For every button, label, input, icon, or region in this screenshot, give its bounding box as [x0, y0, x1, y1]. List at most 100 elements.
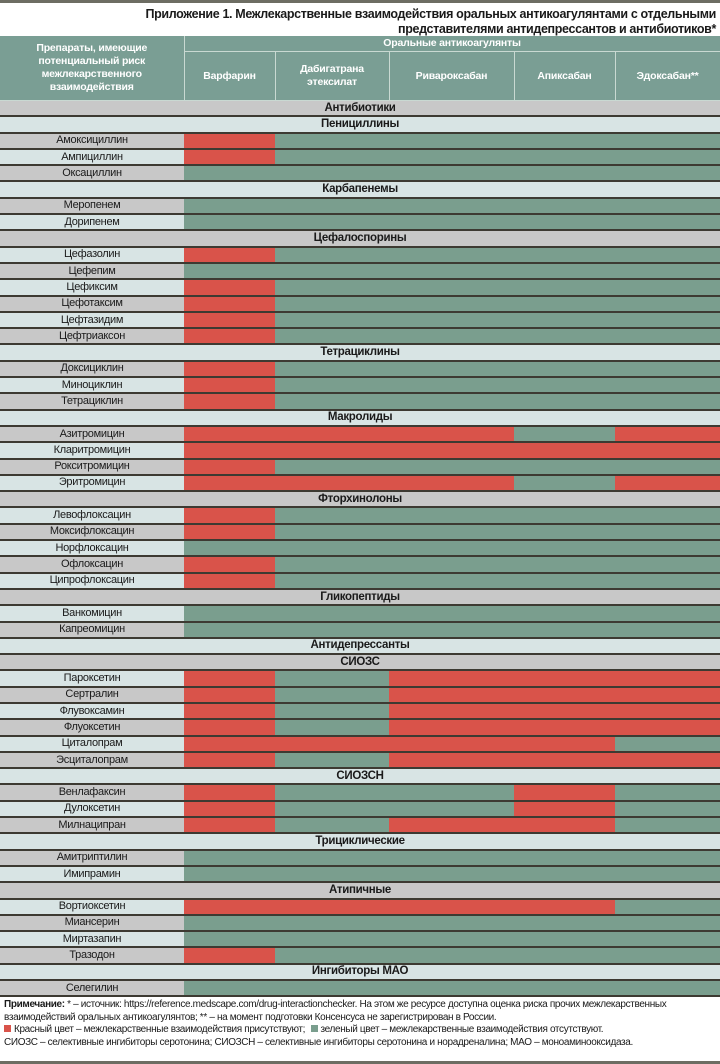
interaction-cell-apixaban	[514, 605, 615, 623]
interaction-cell-rivaroxaban	[389, 621, 514, 639]
table-row: Пароксетин	[0, 670, 720, 688]
table-row: Цефотаксим	[0, 295, 720, 313]
interaction-cell-dabigatran	[275, 931, 389, 949]
interaction-cell-rivaroxaban	[389, 735, 514, 753]
interaction-cell-dabigatran	[275, 670, 389, 688]
drug-name: Амитриптилин	[0, 849, 184, 867]
interaction-cell-rivaroxaban	[389, 817, 514, 835]
interaction-cell-dabigatran	[275, 214, 389, 232]
interaction-cell-apixaban	[514, 670, 615, 688]
interaction-cell-rivaroxaban	[389, 474, 514, 493]
interaction-cell-warfarin	[184, 523, 275, 542]
interaction-cell-rivaroxaban	[389, 425, 514, 444]
section-row: СИОЗСН	[0, 768, 720, 786]
section-row: СИОЗС	[0, 654, 720, 672]
interaction-cell-edoxaban	[615, 800, 720, 819]
interaction-cell-apixaban	[514, 214, 615, 232]
interaction-cell-edoxaban	[615, 311, 720, 330]
table-row: Милнаципран	[0, 817, 720, 835]
drug-name: Тразодон	[0, 947, 184, 965]
interaction-cell-apixaban	[514, 980, 615, 998]
drug-name: Ципрофлоксацин	[0, 572, 184, 590]
group-header: Оральные антикоагулянты	[184, 36, 720, 52]
interaction-cell-edoxaban	[615, 148, 720, 167]
interaction-cell-dabigatran	[275, 702, 389, 721]
interaction-cell-warfarin	[184, 507, 275, 525]
drug-name: Пароксетин	[0, 670, 184, 688]
table-row: Дулоксетин	[0, 800, 720, 819]
interaction-cell-dabigatran	[275, 817, 389, 835]
interaction-cell-apixaban	[514, 702, 615, 721]
interaction-cell-edoxaban	[615, 572, 720, 590]
drug-name: Дорипенем	[0, 214, 184, 232]
interaction-cell-apixaban	[514, 165, 615, 183]
interaction-cell-edoxaban	[615, 523, 720, 542]
interaction-cell-rivaroxaban	[389, 458, 514, 476]
interaction-cell-rivaroxaban	[389, 311, 514, 330]
section-row: Гликопептиды	[0, 588, 720, 607]
table-row: Цефепим	[0, 262, 720, 281]
section-title: Трициклические	[0, 833, 720, 851]
interaction-cell-apixaban	[514, 931, 615, 949]
interaction-cell-dabigatran	[275, 442, 389, 460]
interaction-cell-rivaroxaban	[389, 295, 514, 313]
table-row: Моксифлоксацин	[0, 523, 720, 542]
section-row: Трициклические	[0, 833, 720, 851]
table-row: Флуоксетин	[0, 719, 720, 737]
interaction-cell-warfarin	[184, 540, 275, 558]
interaction-cell-edoxaban	[615, 262, 720, 281]
interaction-cell-warfarin	[184, 393, 275, 411]
interaction-cell-rivaroxaban	[389, 442, 514, 460]
interaction-cell-rivaroxaban	[389, 540, 514, 558]
interaction-cell-warfarin	[184, 262, 275, 281]
interaction-cell-dabigatran	[275, 246, 389, 264]
interaction-cell-edoxaban	[615, 425, 720, 444]
interaction-cell-apixaban	[514, 295, 615, 313]
interaction-cell-warfarin	[184, 947, 275, 965]
drug-name: Имипрамин	[0, 865, 184, 884]
section-title: Гликопептиды	[0, 588, 720, 607]
interaction-cell-rivaroxaban	[389, 800, 514, 819]
drug-name: Дулоксетин	[0, 800, 184, 819]
interaction-cell-apixaban	[514, 132, 615, 150]
green-swatch-icon	[310, 1025, 318, 1033]
interaction-cell-rivaroxaban	[389, 523, 514, 542]
notes-text: * – источник: https://reference.medscape…	[4, 999, 667, 1023]
section-row: Карбапенемы	[0, 181, 720, 199]
interaction-cell-warfarin	[184, 360, 275, 379]
interaction-cell-rivaroxaban	[389, 393, 514, 411]
interaction-cell-apixaban	[514, 148, 615, 167]
interaction-cell-warfarin	[184, 328, 275, 346]
interaction-cell-rivaroxaban	[389, 377, 514, 395]
drug-name: Миноциклин	[0, 377, 184, 395]
interaction-cell-dabigatran	[275, 507, 389, 525]
interaction-cell-apixaban	[514, 800, 615, 819]
section-title: Макролиды	[0, 409, 720, 427]
interaction-cell-warfarin	[184, 246, 275, 264]
drug-name: Цефтриаксон	[0, 328, 184, 346]
drug-name: Доксициклин	[0, 360, 184, 379]
interaction-cell-dabigatran	[275, 458, 389, 476]
interaction-cell-warfarin	[184, 148, 275, 167]
interaction-cell-dabigatran	[275, 751, 389, 770]
interaction-cell-dabigatran	[275, 735, 389, 753]
drug-name: Цефепим	[0, 262, 184, 281]
interaction-cell-edoxaban	[615, 621, 720, 639]
interaction-cell-apixaban	[514, 784, 615, 802]
table-row: Ципрофлоксацин	[0, 572, 720, 590]
interaction-cell-apixaban	[514, 914, 615, 933]
drug-name: Азитромицин	[0, 425, 184, 444]
table-row: Ампициллин	[0, 148, 720, 167]
table-row: Оксациллин	[0, 165, 720, 183]
interaction-cell-rivaroxaban	[389, 914, 514, 933]
interaction-cell-warfarin	[184, 165, 275, 183]
table-row: Амитриптилин	[0, 849, 720, 867]
section-title: СИОЗСН	[0, 768, 720, 786]
interaction-cell-apixaban	[514, 246, 615, 264]
table-row: Тетрациклин	[0, 393, 720, 411]
interaction-cell-rivaroxaban	[389, 784, 514, 802]
drug-name: Венлафаксин	[0, 784, 184, 802]
interaction-cell-warfarin	[184, 197, 275, 216]
drug-name: Милнаципран	[0, 817, 184, 835]
red-swatch-icon	[4, 1025, 11, 1033]
